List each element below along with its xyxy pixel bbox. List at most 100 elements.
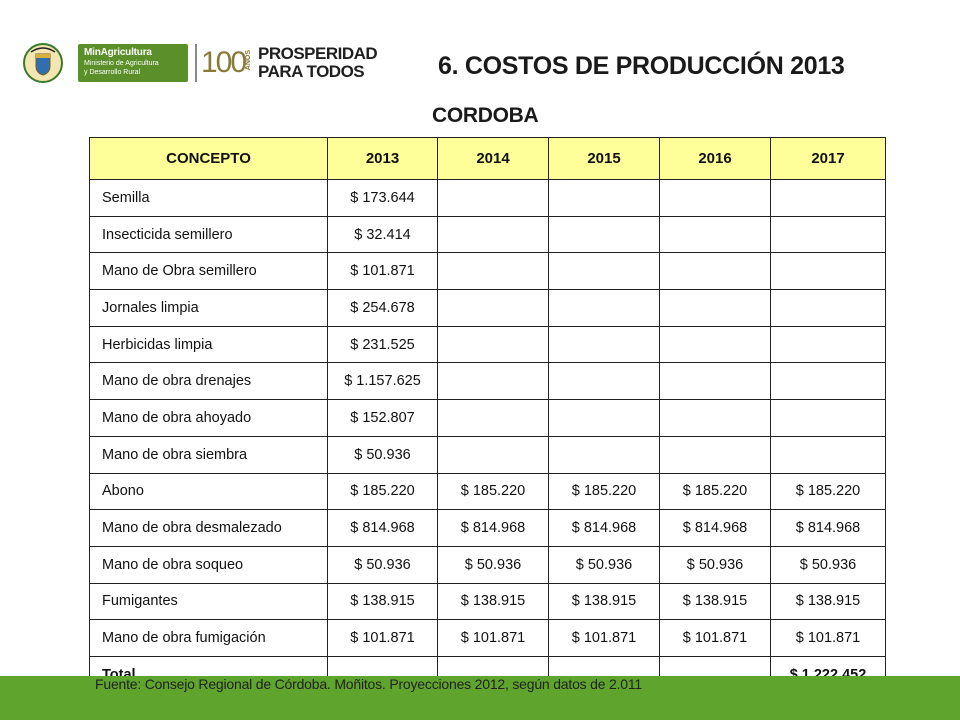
concept-cell: Mano de obra ahoyado [89, 399, 328, 437]
value-cell [437, 252, 549, 291]
value-cell: $ 185.220 [770, 472, 886, 511]
value-cell [437, 399, 549, 437]
value-cell [770, 252, 886, 291]
concept-cell: Mano de obra soqueo [89, 545, 328, 584]
value-cell: $ 185.220 [327, 472, 438, 511]
concept-cell: Mano de obra drenajes [89, 362, 328, 401]
minagricultura-logo: MinAgricultura Ministerio de Agricultura… [78, 44, 188, 82]
value-cell: $ 173.644 [327, 179, 438, 217]
value-cell [659, 252, 771, 291]
prosperidad-logo-line2: PARA TODOS [258, 62, 365, 81]
value-cell [437, 215, 549, 254]
concept-cell: Semilla [89, 179, 328, 217]
value-cell: $ 101.871 [659, 619, 771, 657]
value-cell [548, 435, 660, 474]
value-cell [548, 325, 660, 364]
value-cell [437, 289, 549, 327]
value-cell [659, 289, 771, 327]
table-row: Jornales limpia $ 254.678 [89, 289, 886, 327]
logo-divider [195, 44, 197, 82]
logo-group: MinAgricultura Ministerio de Agricultura… [22, 42, 382, 86]
costs-table: CONCEPTO 2013 2014 2015 2016 2017 Semill… [89, 137, 886, 694]
concept-cell: Abono [89, 472, 328, 511]
table-row: Fumigantes $ 138.915 $ 138.915 $ 138.915 $ 1… [89, 582, 886, 621]
value-cell [659, 362, 771, 401]
concept-cell: Fumigantes [89, 582, 328, 621]
value-cell [770, 289, 886, 327]
concept-cell: Insecticida semillero [89, 215, 328, 254]
concept-cell: Mano de obra fumigación [89, 619, 328, 657]
value-cell: $ 814.968 [437, 509, 549, 547]
minag-logo-sub1: Ministerio de Agricultura [84, 60, 159, 67]
table-row: Mano de obra ahoyado $ 152.807 [89, 399, 886, 437]
concept-cell: Mano de obra siembra [89, 435, 328, 474]
value-cell [548, 289, 660, 327]
page-subtitle: CORDOBA [432, 104, 539, 127]
table-row: Mano de obra soqueo $ 50.936 $ 50.936 $ 50.… [89, 545, 886, 584]
header-cell: 2015 [548, 137, 660, 180]
value-cell: $ 138.915 [437, 582, 549, 621]
value-cell: $ 50.936 [327, 435, 438, 474]
value-cell: $ 138.915 [770, 582, 886, 621]
header-cell: 2013 [327, 137, 438, 180]
table-row: Mano de obra desmalezado $ 814.968 $ 814.9… [89, 509, 886, 547]
value-cell: $ 814.968 [327, 509, 438, 547]
page-title: 6. COSTOS DE PRODUCCIÓN 2013 [438, 52, 845, 80]
value-cell: $ 152.807 [327, 399, 438, 437]
table-row: Mano de Obra semillero $ 101.871 [89, 252, 886, 291]
value-cell: $ 231.525 [327, 325, 438, 364]
value-cell [437, 179, 549, 217]
value-cell [659, 325, 771, 364]
value-cell: $ 185.220 [659, 472, 771, 511]
value-cell: $ 50.936 [659, 545, 771, 584]
table-row: Herbicidas limpia $ 231.525 [89, 325, 886, 364]
value-cell: $ 254.678 [327, 289, 438, 327]
table-row: Insecticida semillero $ 32.414 [89, 215, 886, 254]
value-cell [659, 399, 771, 437]
value-cell [548, 215, 660, 254]
value-cell [548, 362, 660, 401]
concept-cell: Herbicidas limpia [89, 325, 328, 364]
table-row: Mano de obra drenajes $ 1.157.625 [89, 362, 886, 401]
value-cell: $ 185.220 [437, 472, 549, 511]
minag-logo-sub2: y Desarrollo Rural [84, 69, 141, 76]
value-cell [437, 435, 549, 474]
value-cell: $ 101.871 [770, 619, 886, 657]
value-cell [548, 399, 660, 437]
value-cell [770, 399, 886, 437]
value-cell [437, 362, 549, 401]
logo-100: 100 [201, 46, 247, 79]
source-note: Fuente: Consejo Regional de Córdoba. Moñ… [95, 676, 642, 692]
value-cell: $ 185.220 [548, 472, 660, 511]
table-row: Semilla $ 173.644 [89, 179, 886, 217]
value-cell [770, 435, 886, 474]
value-cell: $ 101.871 [437, 619, 549, 657]
concept-cell: Jornales limpia [89, 289, 328, 327]
value-cell: $ 814.968 [548, 509, 660, 547]
logo-anos: AÑOS [245, 50, 252, 71]
value-cell [548, 179, 660, 217]
value-cell: $ 101.871 [327, 252, 438, 291]
value-cell: $ 50.936 [548, 545, 660, 584]
table-body: Semilla $ 173.644 Insecticida semillero $ 3… [89, 179, 886, 694]
concept-cell: Mano de obra desmalezado [89, 509, 328, 547]
value-cell: $ 32.414 [327, 215, 438, 254]
footer-bar [0, 676, 960, 720]
header-cell: 2016 [659, 137, 771, 180]
value-cell [659, 435, 771, 474]
table-row: Mano de obra fumigación $ 101.871 $ 101.87… [89, 619, 886, 657]
coat-of-arms-icon [23, 43, 63, 83]
minag-logo-title: MinAgricultura [84, 47, 152, 58]
header-cell: 2017 [770, 137, 886, 180]
value-cell: $ 50.936 [437, 545, 549, 584]
table-row: Mano de obra siembra $ 50.936 [89, 435, 886, 474]
value-cell [770, 179, 886, 217]
value-cell: $ 814.968 [659, 509, 771, 547]
concept-cell: Mano de Obra semillero [89, 252, 328, 291]
value-cell: $ 138.915 [548, 582, 660, 621]
table-header-row: CONCEPTO 2013 2014 2015 2016 2017 [89, 137, 886, 180]
value-cell: $ 138.915 [659, 582, 771, 621]
value-cell [770, 362, 886, 401]
header-cell: 2014 [437, 137, 549, 180]
value-cell: $ 101.871 [327, 619, 438, 657]
